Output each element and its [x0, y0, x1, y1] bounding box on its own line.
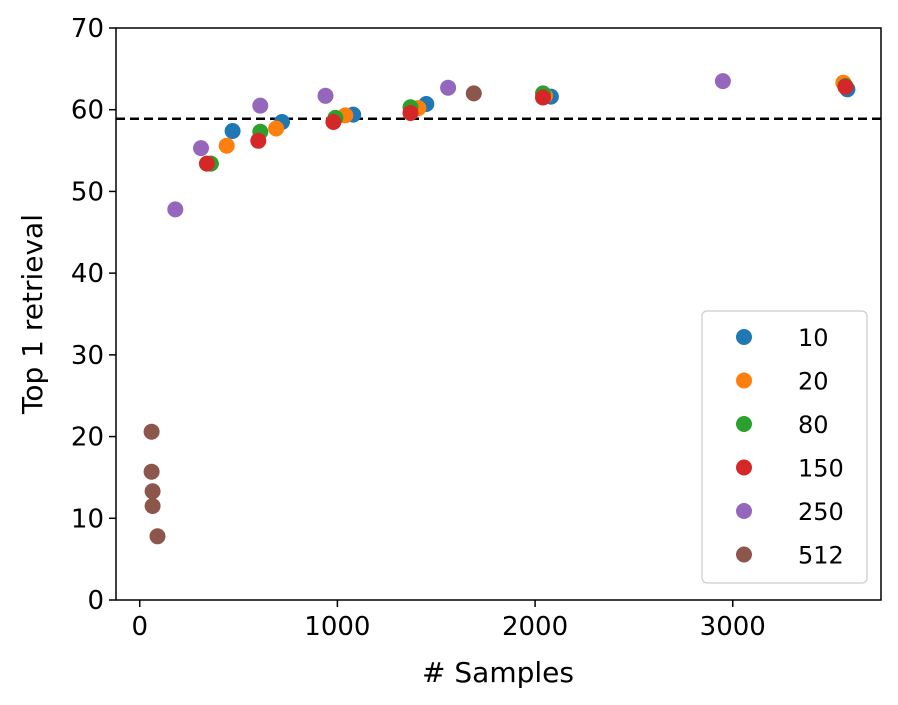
- data-point-150: [325, 114, 342, 130]
- legend-marker-250: [736, 503, 752, 519]
- data-point-250: [252, 97, 269, 114]
- x-axis: 0 1000 2000 3000: [131, 600, 766, 642]
- legend-marker-10: [736, 329, 752, 345]
- x-tick-label: 2000: [502, 612, 568, 642]
- data-point-250: [714, 73, 731, 90]
- x-tick-label: 1000: [304, 612, 370, 642]
- y-axis: 0 10 20 30 40 50 60 70: [71, 14, 116, 616]
- legend-marker-512: [736, 546, 752, 563]
- data-point-512: [143, 463, 160, 480]
- legend-label-150: 150: [798, 455, 844, 483]
- data-point-150: [837, 78, 854, 95]
- data-point-512: [144, 498, 161, 514]
- data-point-250: [440, 79, 457, 96]
- data-point-512: [465, 85, 482, 102]
- data-point-250: [193, 140, 209, 157]
- x-tick-label: 3000: [700, 612, 766, 642]
- y-tick-label: 50: [71, 177, 104, 207]
- data-point-512: [149, 528, 166, 545]
- data-point-150: [250, 132, 267, 149]
- y-tick-label: 40: [71, 259, 104, 289]
- legend-marker-150: [736, 459, 752, 476]
- data-point-512: [144, 483, 161, 500]
- y-tick-label: 30: [71, 341, 104, 371]
- data-point-10: [224, 123, 241, 139]
- x-axis-label: # Samples: [422, 656, 574, 689]
- plot-frame: [115, 27, 882, 601]
- y-tick-label: 20: [71, 423, 104, 453]
- x-tick-label: 0: [131, 612, 148, 642]
- legend-label-20: 20: [798, 368, 829, 396]
- data-point-150: [535, 89, 551, 106]
- data-point-150: [198, 155, 215, 172]
- y-tick-label: 0: [87, 586, 104, 616]
- data-point-250: [317, 87, 334, 104]
- data-point-20: [268, 120, 285, 137]
- legend-label-250: 250: [798, 498, 844, 526]
- data-point-150: [402, 105, 419, 121]
- y-tick-label: 10: [71, 504, 104, 534]
- data-point-512: [143, 423, 160, 440]
- legend: 10 20 80 150 250 512: [701, 310, 868, 584]
- legend-marker-80: [736, 416, 752, 432]
- legend-label-80: 80: [798, 411, 829, 439]
- data-point-20: [218, 137, 235, 154]
- y-axis-label: Top 1 retrieval: [16, 214, 49, 415]
- data-point-250: [167, 201, 184, 218]
- data-points-layer: [143, 73, 856, 545]
- legend-marker-20: [736, 372, 752, 389]
- legend-label-10: 10: [798, 324, 829, 352]
- legend-label-512: 512: [798, 542, 844, 570]
- y-tick-label: 70: [71, 14, 104, 44]
- y-tick-label: 60: [71, 96, 104, 126]
